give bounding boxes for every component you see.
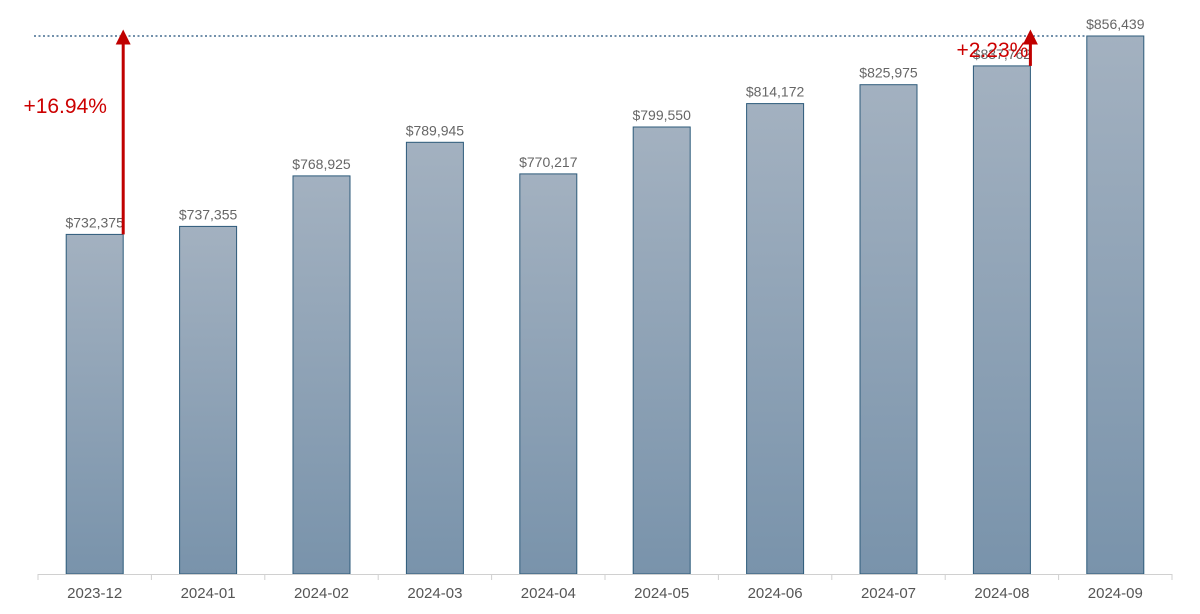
x-tick-label-2024-08: 2024-08	[974, 585, 1029, 602]
bar-2023-12	[65, 233, 124, 575]
value-label-2024-05: $799,550	[632, 107, 691, 123]
value-label-2024-07: $825,975	[859, 65, 918, 81]
annotations-layer: +16.94% +2.23%	[23, 29, 1087, 235]
bars-layer: $732,375 $737,355 $768,925 $789,945 $770,217…	[65, 16, 1145, 575]
x-tick-label-2024-05: 2024-05	[634, 585, 689, 602]
value-label-2024-06: $814,172	[746, 84, 805, 100]
x-tick-label-2024-09: 2024-09	[1088, 585, 1143, 602]
bar-2024-08	[972, 65, 1031, 575]
value-label-2024-02: $768,925	[292, 156, 351, 172]
x-tick-label-2024-04: 2024-04	[521, 585, 576, 602]
bar-2024-02	[292, 175, 351, 575]
x-tick-label-2024-01: 2024-01	[181, 585, 236, 602]
bar-2024-01	[179, 225, 238, 575]
x-tick-label-2024-02: 2024-02	[294, 585, 349, 602]
bar-2024-03	[405, 141, 464, 575]
value-label-2023-12: $732,375	[65, 214, 124, 230]
bar-2024-06	[746, 103, 805, 575]
bar-2024-05	[632, 126, 691, 575]
change-label-2023-12: +16.94%	[23, 95, 107, 118]
x-tick-label-2024-06: 2024-06	[748, 585, 803, 602]
bar-2024-07	[859, 84, 918, 575]
x-tick-label-2024-03: 2024-03	[407, 585, 462, 602]
bar-2024-04	[519, 173, 578, 575]
change-label-2024-08: +2.23%	[956, 39, 1028, 62]
value-label-2024-09: $856,439	[1086, 16, 1145, 32]
value-label-2024-01: $737,355	[179, 206, 238, 222]
x-tick-label-2024-07: 2024-07	[861, 585, 916, 602]
value-label-2024-08: $837,762	[973, 46, 1032, 62]
bar-2024-09	[1086, 35, 1145, 575]
value-label-2024-04: $770,217	[519, 154, 578, 170]
x-axis: 2023-12 2024-01 2024-02 2024-03 2024-04 2024-…	[37, 574, 1173, 602]
value-label-2024-03: $789,945	[406, 122, 465, 138]
x-tick-label-2023-12: 2023-12	[67, 585, 122, 602]
